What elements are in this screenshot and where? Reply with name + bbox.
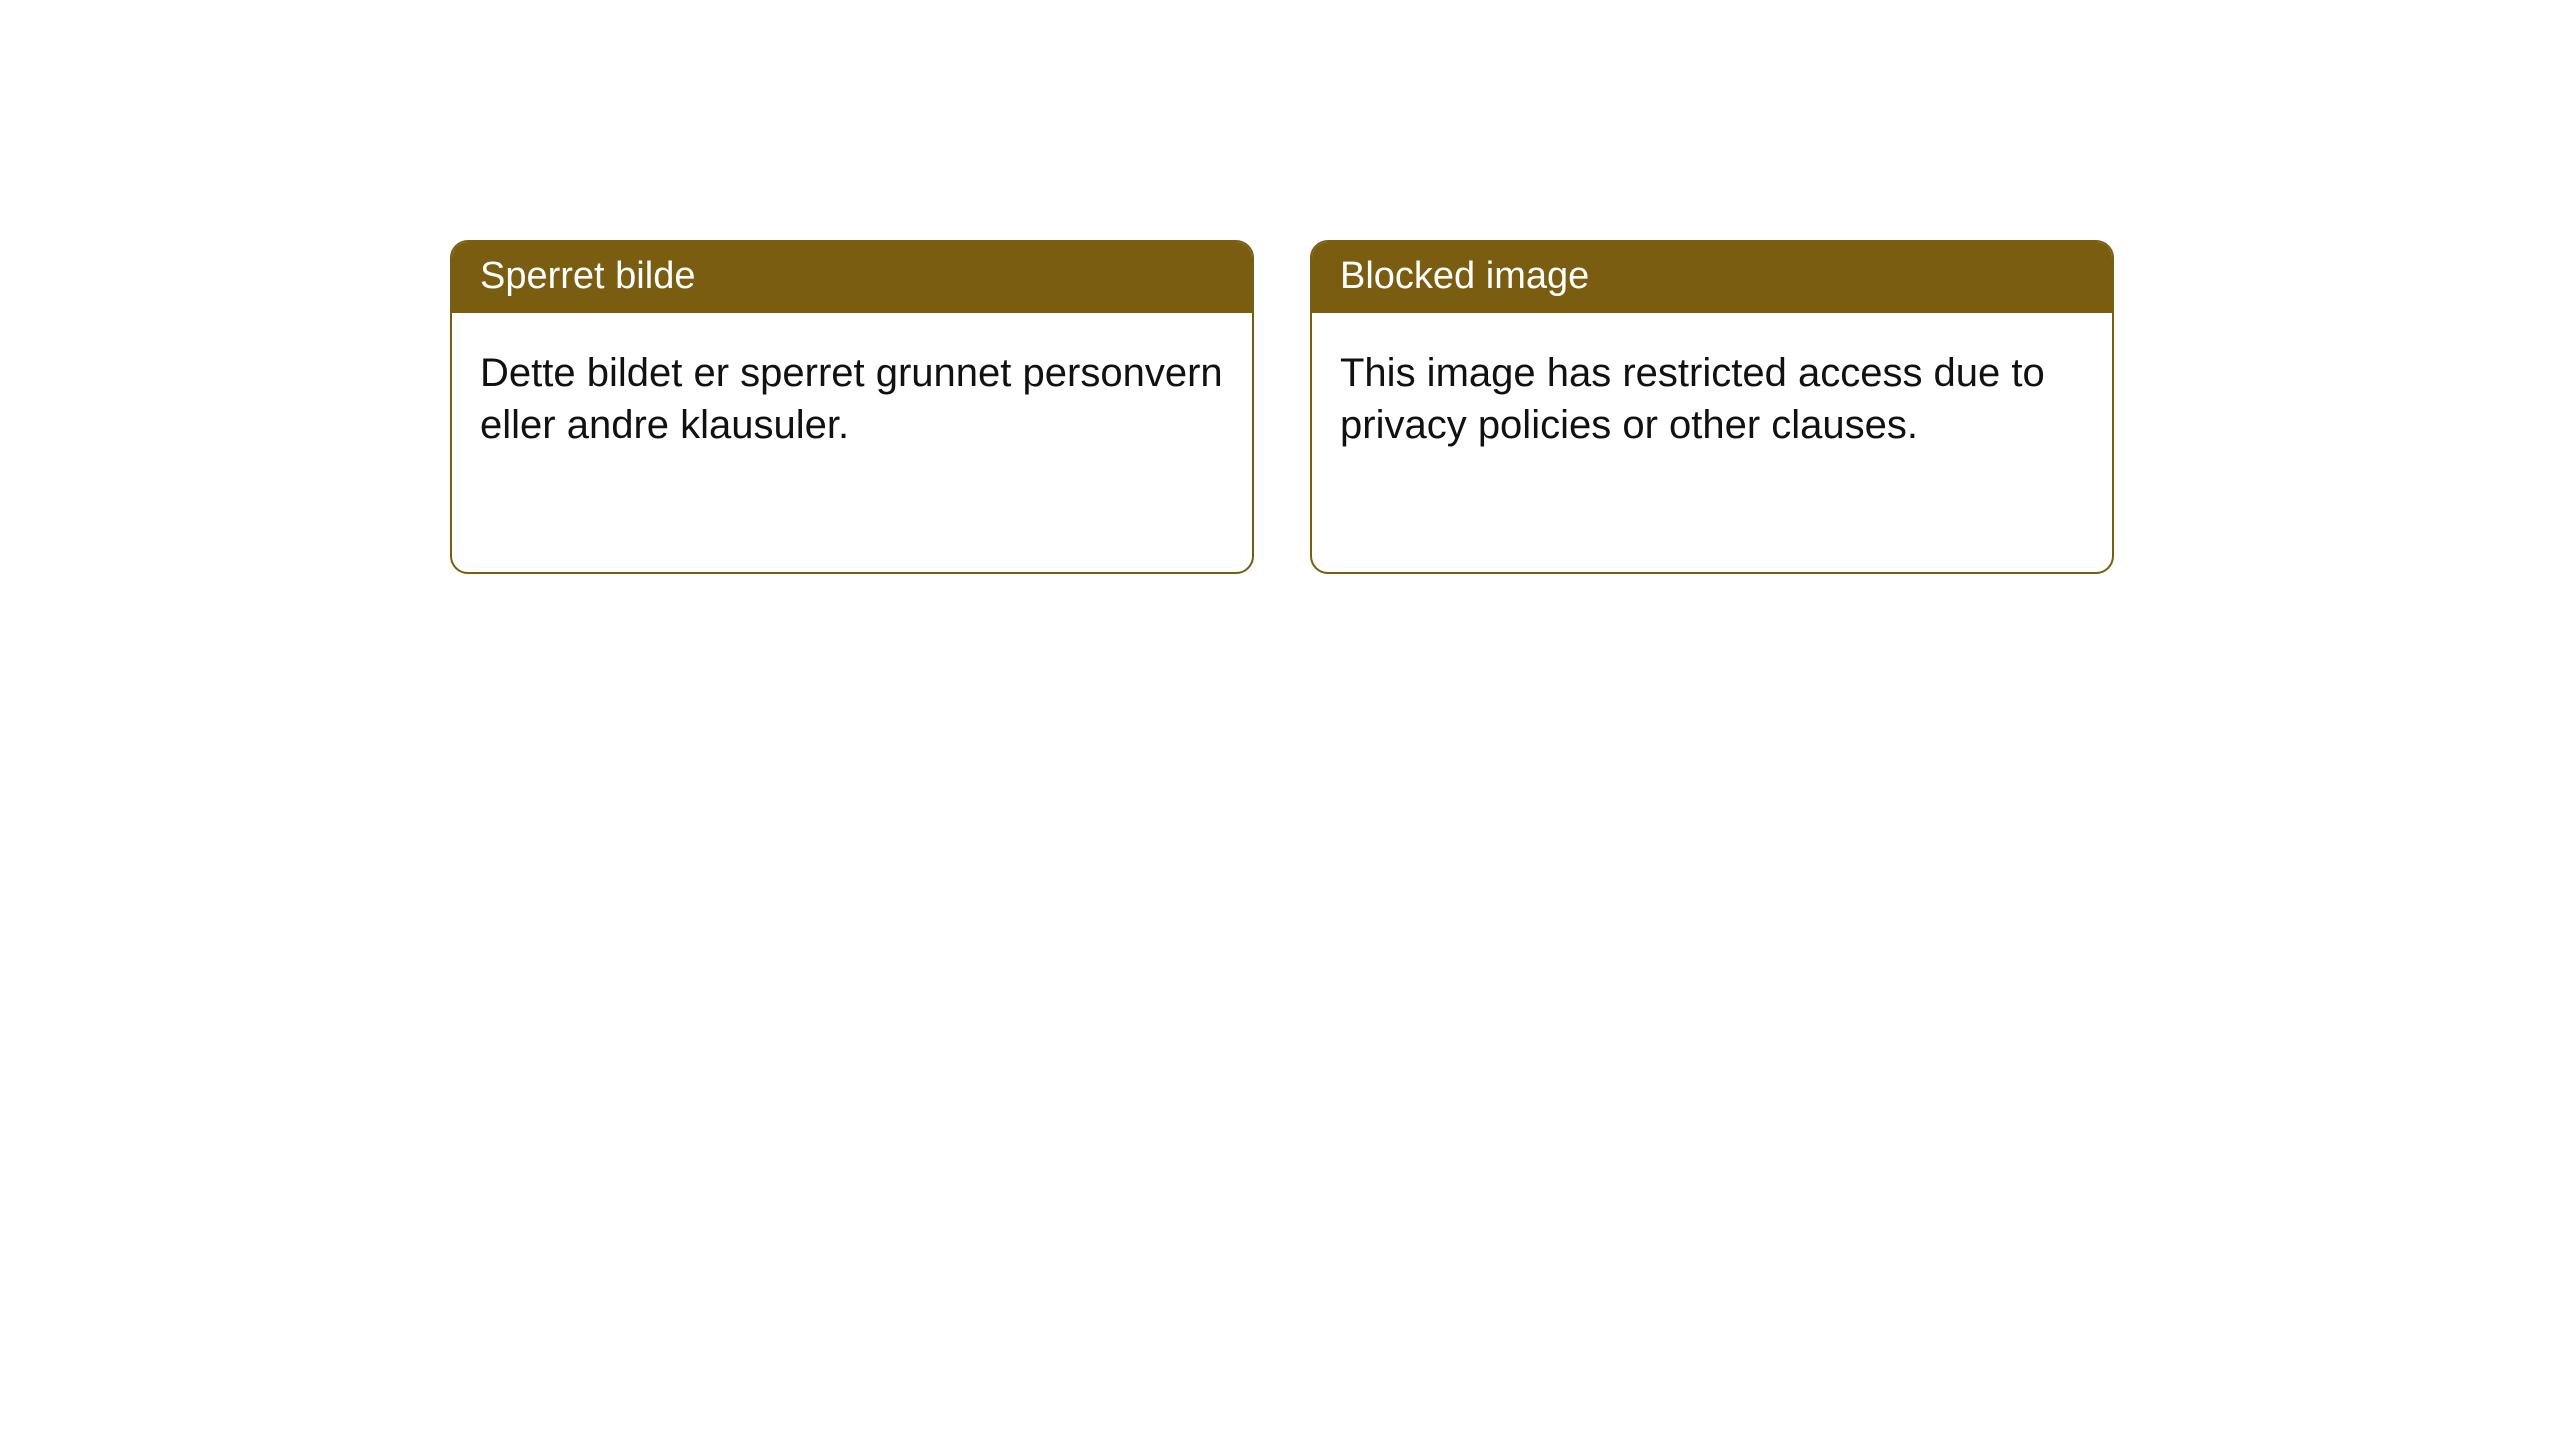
card-header: Sperret bilde <box>452 242 1252 313</box>
card-body-text: Dette bildet er sperret grunnet personve… <box>480 351 1223 447</box>
card-title: Sperret bilde <box>480 255 695 297</box>
notice-container: Sperret bilde Dette bildet er sperret gr… <box>0 0 2560 574</box>
card-title: Blocked image <box>1340 255 1589 297</box>
notice-card-norwegian: Sperret bilde Dette bildet er sperret gr… <box>450 240 1254 574</box>
card-body-text: This image has restricted access due to … <box>1340 351 2045 447</box>
notice-card-english: Blocked image This image has restricted … <box>1310 240 2114 574</box>
card-body: Dette bildet er sperret grunnet personve… <box>452 313 1252 485</box>
card-body: This image has restricted access due to … <box>1312 313 2112 485</box>
card-header: Blocked image <box>1312 242 2112 313</box>
